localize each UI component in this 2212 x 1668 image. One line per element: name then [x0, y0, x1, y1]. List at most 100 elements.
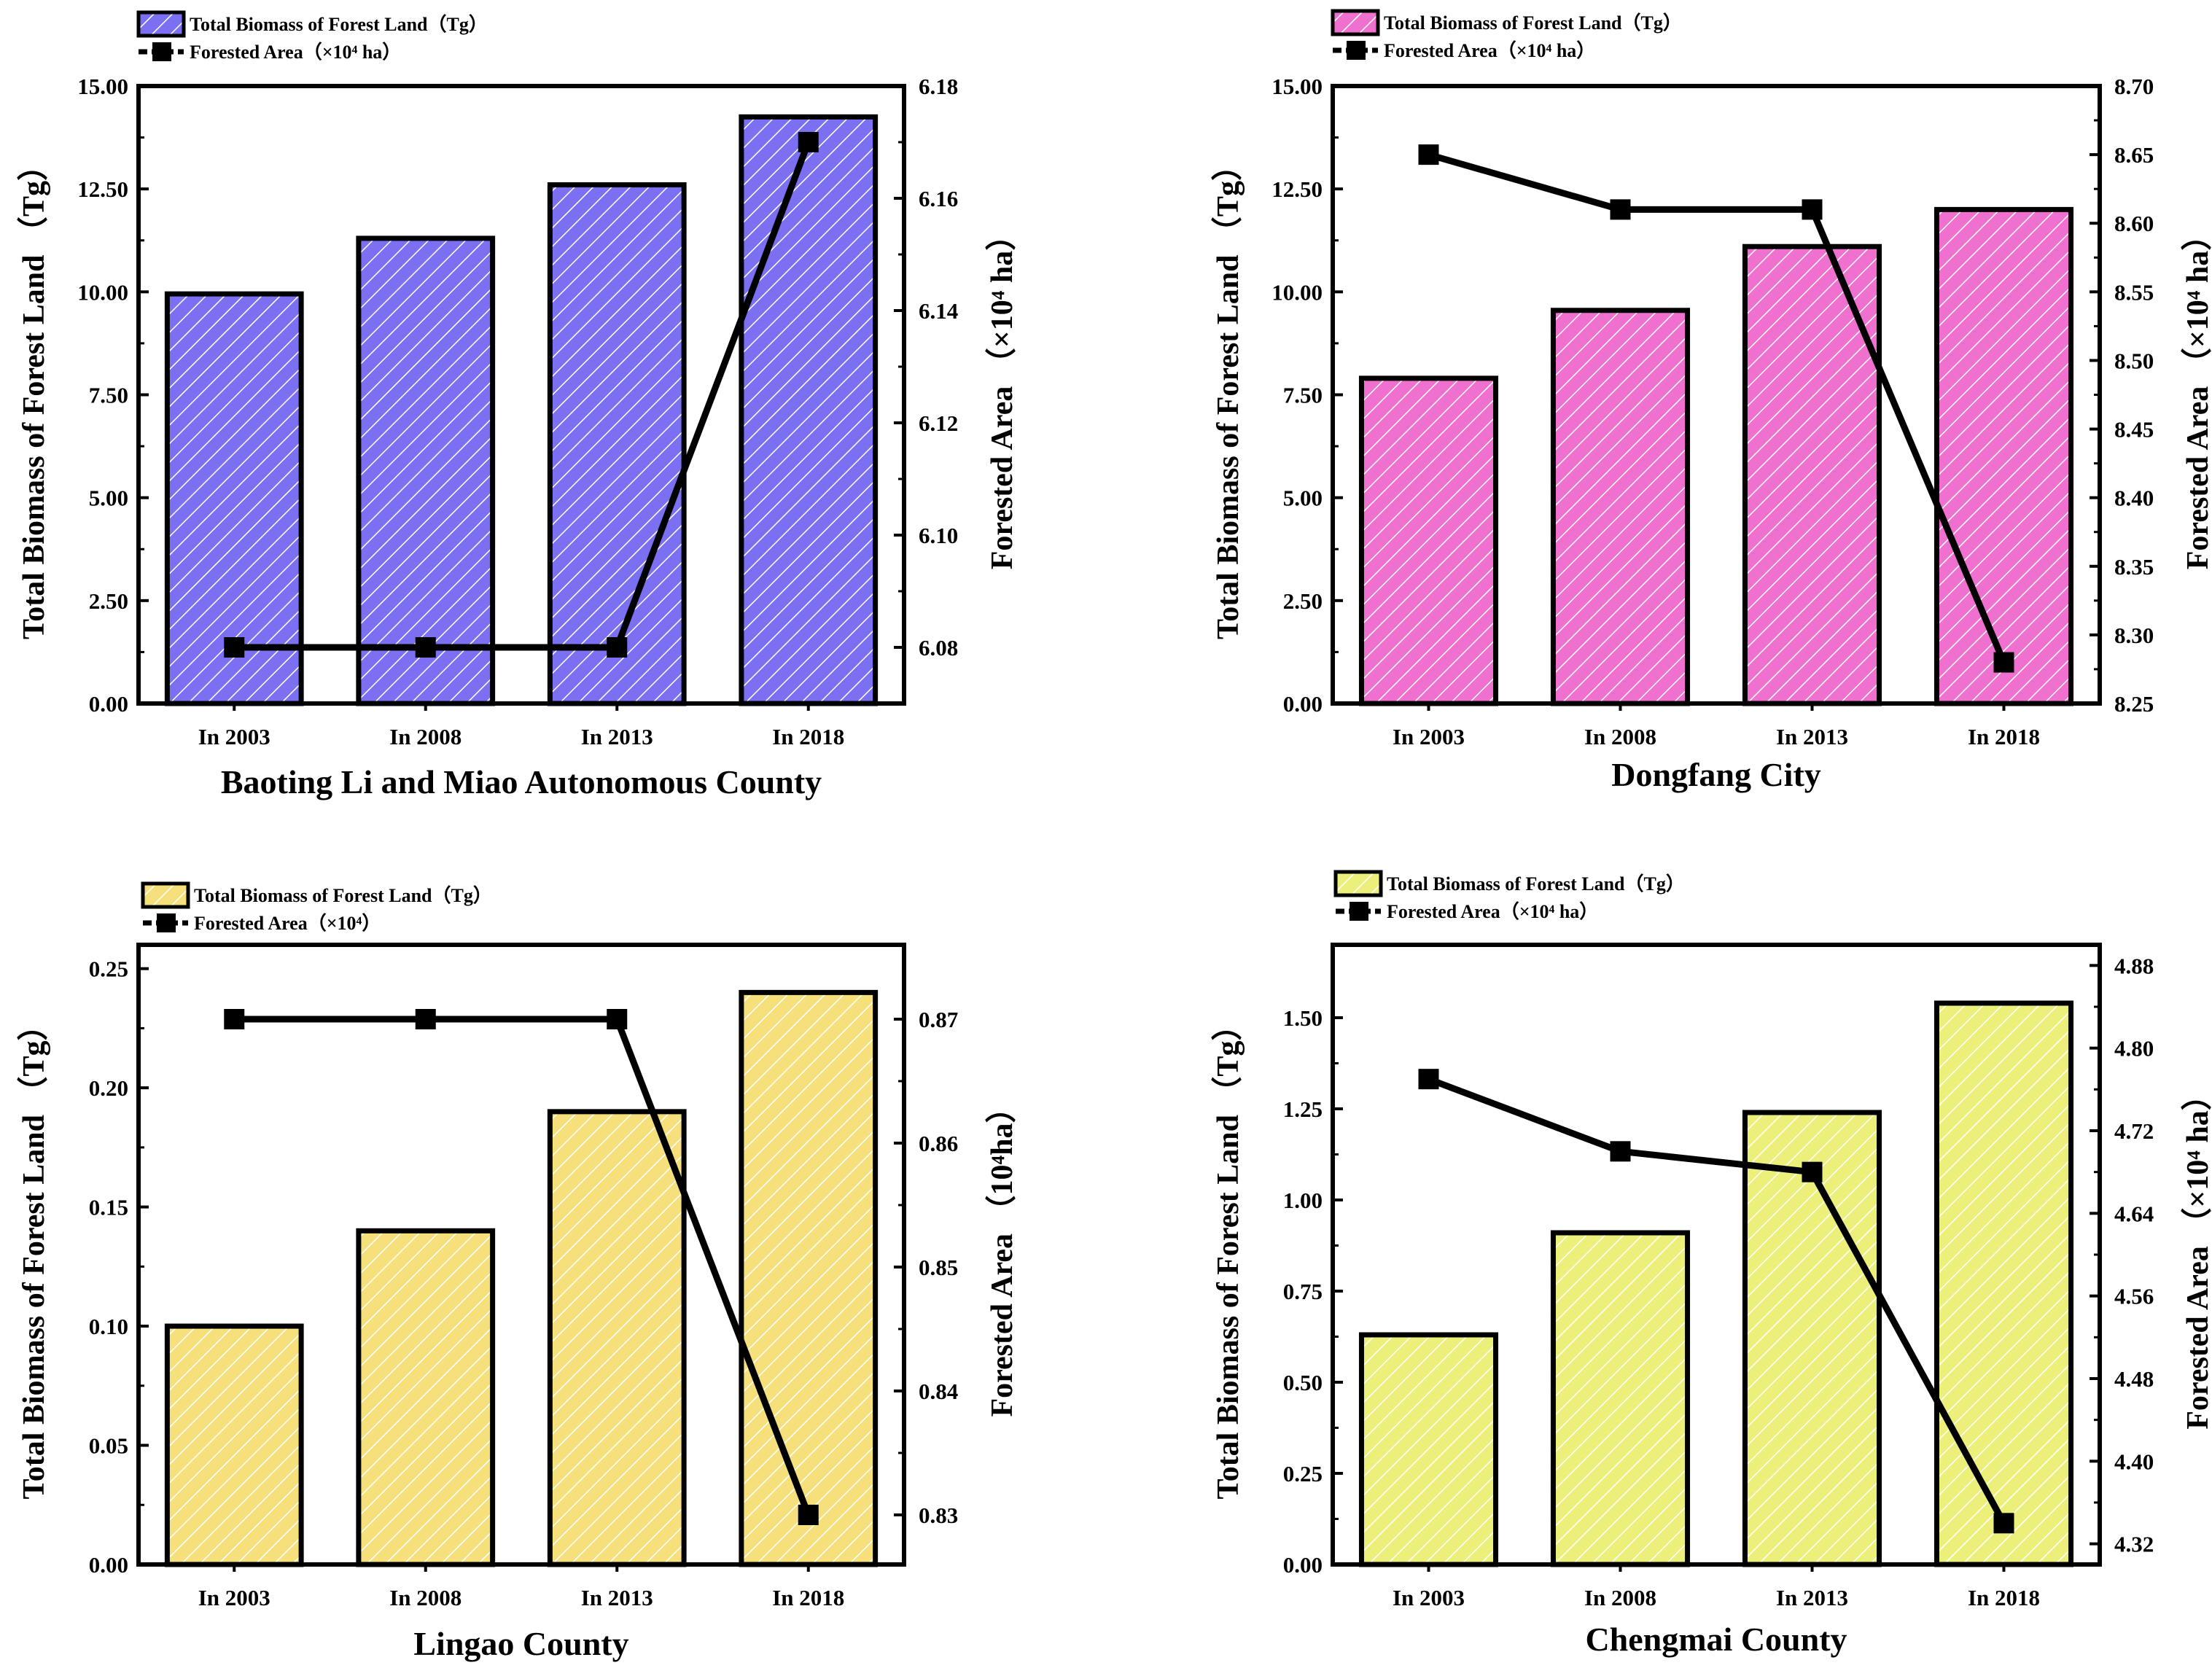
y-tick-label: 5.00 [89, 486, 128, 511]
y2-tick-label: 0.85 [919, 1255, 958, 1280]
y-tick-label: 10.00 [1271, 279, 1323, 305]
legend-line-label: Forested Area（×10⁴ ha） [190, 42, 401, 63]
bar-1 [1550, 1230, 1691, 1567]
y-tick-label: 0.50 [1283, 1370, 1323, 1395]
y2-axis-label: Forested Area （×10⁴ ha） [2181, 220, 2212, 569]
x-tick-label: In 2018 [1968, 1585, 2040, 1610]
panel-title: Lingao County [413, 1625, 628, 1662]
panel-title: Chengmai County [1585, 1621, 1847, 1658]
x-tick-label: In 2013 [581, 1585, 653, 1610]
legend-bar-label: Total Biomass of Forest Land（Tg） [1384, 12, 1682, 34]
forested-area-point-1 [1610, 199, 1631, 220]
y2-tick-label: 8.60 [2114, 211, 2154, 236]
forested-area-point-2 [1802, 199, 1823, 220]
legend-bar-label: Total Biomass of Forest Land（Tg） [1387, 873, 1685, 895]
y2-tick-label: 4.56 [2114, 1284, 2154, 1309]
y2-tick-label: 8.30 [2114, 623, 2154, 648]
y-tick-label: 0.75 [1283, 1279, 1323, 1304]
y2-tick-label: 6.12 [919, 410, 958, 436]
bar-0 [164, 291, 304, 706]
y-tick-label: 2.50 [89, 588, 128, 614]
x-tick-label: In 2003 [198, 724, 270, 749]
bar-2 [1742, 1110, 1882, 1567]
forested-area-point-2 [607, 1009, 628, 1029]
y-tick-label: 0.00 [1283, 691, 1323, 717]
y2-tick-label: 4.88 [2114, 953, 2154, 978]
x-tick-label: In 2008 [1584, 1585, 1656, 1610]
bar-0 [1358, 1332, 1499, 1567]
bar-0 [164, 1323, 304, 1567]
x-tick-label: In 2013 [1776, 1585, 1848, 1610]
y-tick-label: 0.10 [89, 1314, 128, 1339]
legend-line-marker [157, 913, 176, 932]
forested-area-point-3 [1993, 1513, 2014, 1534]
y2-axis-label: Forested Area （×10⁴ ha） [985, 220, 1019, 569]
y-tick-label: 0.05 [89, 1433, 128, 1459]
y2-tick-label: 4.32 [2114, 1532, 2154, 1557]
forested-area-point-0 [1418, 144, 1439, 165]
legend-line-label: Forested Area（×10⁴ ha） [1384, 40, 1595, 61]
y2-tick-label: 8.55 [2114, 279, 2154, 305]
y2-tick-label: 4.48 [2114, 1366, 2154, 1392]
y-tick-label: 0.00 [1283, 1552, 1323, 1578]
y-axis-label: Total Biomass of Forest Land （Tg） [17, 1010, 51, 1500]
bar-3 [739, 989, 879, 1567]
y2-tick-label: 8.45 [2114, 417, 2154, 443]
y2-tick-label: 6.18 [919, 74, 958, 99]
y2-axis-label: Forested Area （10⁴ha） [985, 1093, 1019, 1417]
y-tick-label: 15.00 [77, 74, 128, 99]
forested-area-line [1428, 151, 2007, 664]
y-tick-label: 0.20 [89, 1075, 128, 1101]
panel-title: Dongfang City [1611, 756, 1821, 793]
x-tick-label: In 2003 [198, 1585, 270, 1610]
legend-bar-swatch [136, 10, 186, 38]
y-tick-label: 12.50 [1271, 176, 1323, 202]
forested-area-point-1 [415, 1009, 436, 1029]
x-tick-label: In 2008 [389, 1585, 462, 1610]
bar-3 [739, 114, 879, 706]
y2-tick-label: 0.87 [919, 1007, 958, 1032]
y-tick-label: 7.50 [89, 383, 128, 408]
legend-bar-label: Total Biomass of Forest Land（Tg） [194, 885, 492, 906]
forested-area-line [234, 1016, 811, 1516]
y-tick-label: 0.15 [89, 1195, 128, 1220]
y2-tick-label: 4.72 [2114, 1118, 2154, 1144]
panel-title: Baoting Li and Miao Autonomous County [221, 763, 822, 800]
forested-area-point-0 [1418, 1069, 1439, 1090]
x-tick-label: In 2018 [772, 724, 844, 749]
bar-3 [1933, 206, 2074, 706]
plot-frame [136, 943, 906, 1567]
y2-tick-label: 8.50 [2114, 348, 2154, 373]
y-tick-label: 1.25 [1283, 1096, 1323, 1122]
y2-tick-label: 8.65 [2114, 142, 2154, 168]
y2-tick-label: 0.84 [919, 1379, 958, 1404]
y-tick-label: 1.50 [1283, 1005, 1323, 1031]
y2-tick-label: 6.10 [919, 523, 958, 548]
forested-area-line [1427, 1075, 2007, 1525]
y2-tick-label: 8.70 [2114, 74, 2154, 99]
y-tick-label: 0.25 [89, 956, 128, 982]
y-tick-label: 0.00 [89, 1552, 128, 1578]
y2-tick-label: 8.35 [2114, 554, 2154, 580]
legend-line-marker [1347, 41, 1366, 60]
y-tick-label: 7.50 [1283, 383, 1323, 408]
forested-area-point-0 [224, 637, 245, 658]
legend-bar-label: Total Biomass of Forest Land（Tg） [190, 14, 488, 35]
y-tick-label: 2.50 [1283, 588, 1323, 614]
y-tick-label: 15.00 [1271, 74, 1323, 99]
forested-area-point-3 [798, 1505, 819, 1525]
x-tick-label: In 2008 [389, 724, 462, 749]
forested-area-point-2 [1802, 1161, 1823, 1182]
forested-area-point-2 [607, 637, 628, 658]
legend-line-label: Forested Area（×10⁴） [194, 913, 381, 934]
x-tick-label: In 2003 [1393, 724, 1465, 749]
x-tick-label: In 2018 [1968, 724, 2040, 749]
bar-1 [356, 235, 496, 706]
forested-area-point-1 [415, 637, 436, 658]
forested-area-point-3 [798, 132, 819, 152]
y-axis-label: Total Biomass of Forest Land （Tg） [1211, 150, 1245, 639]
